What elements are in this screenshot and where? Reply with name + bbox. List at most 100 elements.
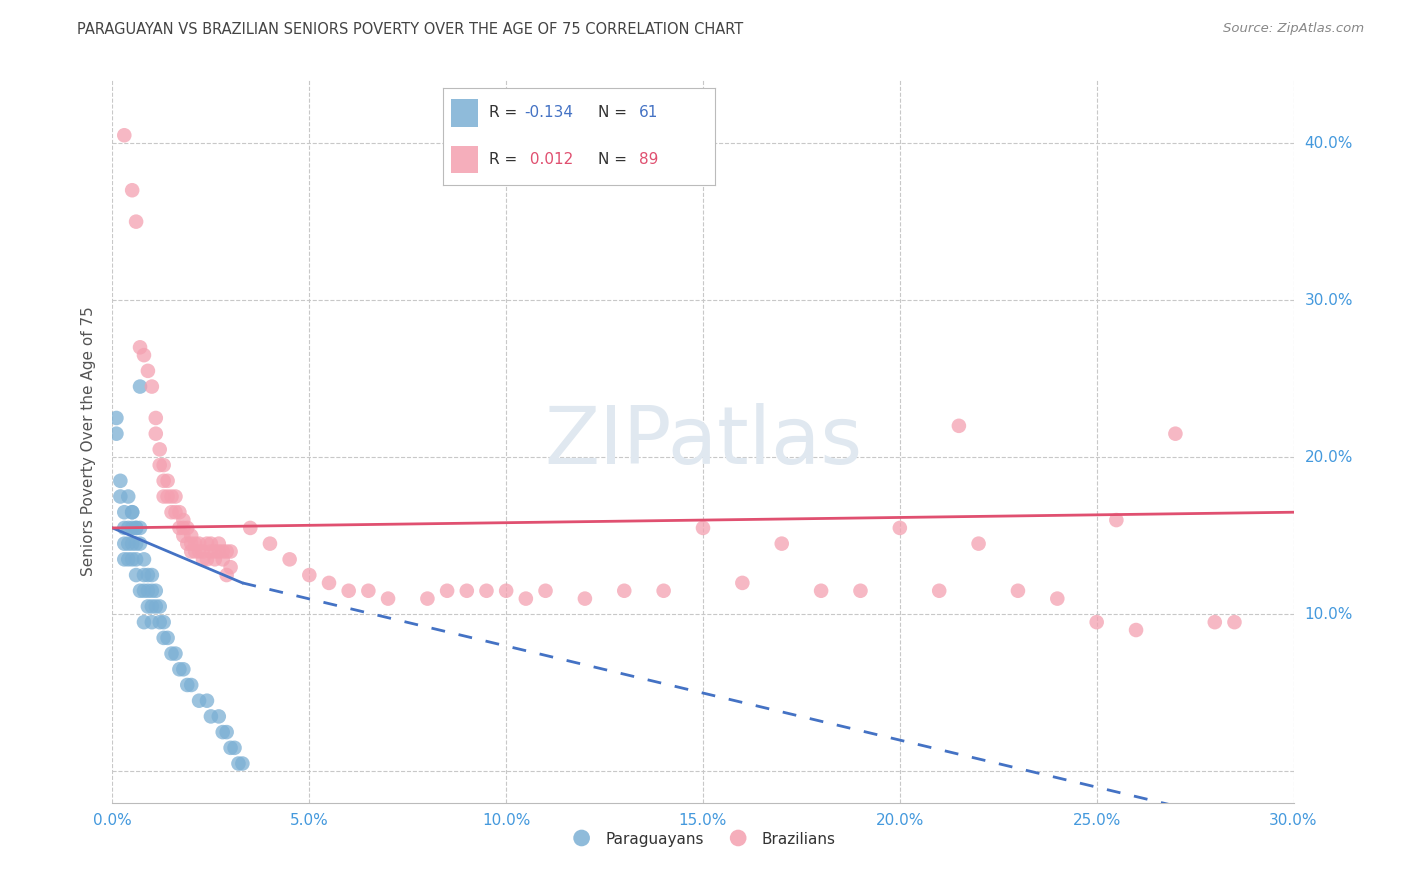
- Point: [188, 544, 211, 558]
- Point: [692, 521, 714, 535]
- Point: [1204, 615, 1226, 630]
- Point: [215, 568, 238, 582]
- Point: [172, 513, 194, 527]
- Point: [849, 583, 872, 598]
- Point: [318, 575, 340, 590]
- Point: [117, 536, 139, 550]
- Point: [169, 505, 191, 519]
- Point: [149, 458, 172, 472]
- Point: [1046, 591, 1069, 606]
- Point: [436, 583, 458, 598]
- Point: [195, 536, 218, 550]
- Point: [1085, 615, 1108, 630]
- Point: [156, 490, 179, 504]
- Point: [105, 411, 128, 425]
- Point: [129, 379, 152, 393]
- Point: [152, 490, 174, 504]
- Point: [136, 364, 159, 378]
- Point: [195, 694, 218, 708]
- Text: PARAGUAYAN VS BRAZILIAN SENIORS POVERTY OVER THE AGE OF 75 CORRELATION CHART: PARAGUAYAN VS BRAZILIAN SENIORS POVERTY …: [77, 22, 744, 37]
- Point: [117, 490, 139, 504]
- Point: [1105, 513, 1128, 527]
- Point: [184, 544, 207, 558]
- Point: [1164, 426, 1187, 441]
- Point: [125, 214, 148, 228]
- Point: [191, 544, 214, 558]
- Point: [219, 544, 242, 558]
- Point: [121, 505, 143, 519]
- Point: [149, 599, 172, 614]
- Point: [125, 521, 148, 535]
- Point: [228, 756, 250, 771]
- Point: [1007, 583, 1029, 598]
- Point: [132, 568, 155, 582]
- Y-axis label: Seniors Poverty Over the Age of 75: Seniors Poverty Over the Age of 75: [80, 307, 96, 576]
- Point: [215, 544, 238, 558]
- Point: [141, 568, 163, 582]
- Point: [259, 536, 281, 550]
- Point: [152, 631, 174, 645]
- Point: [456, 583, 478, 598]
- Point: [1223, 615, 1246, 630]
- Point: [208, 536, 231, 550]
- Point: [132, 552, 155, 566]
- Point: [357, 583, 380, 598]
- Point: [149, 442, 172, 457]
- Point: [176, 678, 198, 692]
- Point: [152, 458, 174, 472]
- Point: [112, 128, 135, 143]
- Point: [377, 591, 399, 606]
- Point: [180, 529, 202, 543]
- Point: [156, 631, 179, 645]
- Text: Source: ZipAtlas.com: Source: ZipAtlas.com: [1223, 22, 1364, 36]
- Point: [495, 583, 517, 598]
- Point: [141, 615, 163, 630]
- Point: [211, 544, 233, 558]
- Point: [613, 583, 636, 598]
- Point: [112, 505, 135, 519]
- Point: [204, 552, 226, 566]
- Point: [132, 615, 155, 630]
- Point: [770, 536, 793, 550]
- Point: [180, 544, 202, 558]
- Point: [188, 694, 211, 708]
- Point: [117, 521, 139, 535]
- Point: [176, 536, 198, 550]
- Point: [172, 529, 194, 543]
- Point: [121, 521, 143, 535]
- Point: [145, 411, 167, 425]
- Point: [810, 583, 832, 598]
- Point: [141, 583, 163, 598]
- Point: [165, 490, 187, 504]
- Point: [156, 474, 179, 488]
- Point: [211, 725, 233, 739]
- Legend: Paraguayans, Brazilians: Paraguayans, Brazilians: [564, 825, 842, 853]
- Point: [149, 615, 172, 630]
- Text: 20.0%: 20.0%: [1305, 450, 1353, 465]
- Point: [165, 647, 187, 661]
- Point: [475, 583, 498, 598]
- Point: [231, 756, 253, 771]
- Point: [110, 490, 132, 504]
- Point: [132, 348, 155, 362]
- Point: [534, 583, 557, 598]
- Point: [136, 599, 159, 614]
- Point: [948, 418, 970, 433]
- Point: [117, 552, 139, 566]
- Point: [278, 552, 301, 566]
- Point: [112, 521, 135, 535]
- Point: [219, 560, 242, 574]
- Point: [337, 583, 360, 598]
- Point: [165, 505, 187, 519]
- Point: [200, 536, 222, 550]
- Point: [160, 505, 183, 519]
- Point: [141, 379, 163, 393]
- Text: 30.0%: 30.0%: [1305, 293, 1353, 308]
- Point: [298, 568, 321, 582]
- Text: ZIPatlas: ZIPatlas: [544, 402, 862, 481]
- Point: [160, 490, 183, 504]
- Point: [195, 552, 218, 566]
- Point: [121, 536, 143, 550]
- Point: [145, 583, 167, 598]
- Point: [967, 536, 990, 550]
